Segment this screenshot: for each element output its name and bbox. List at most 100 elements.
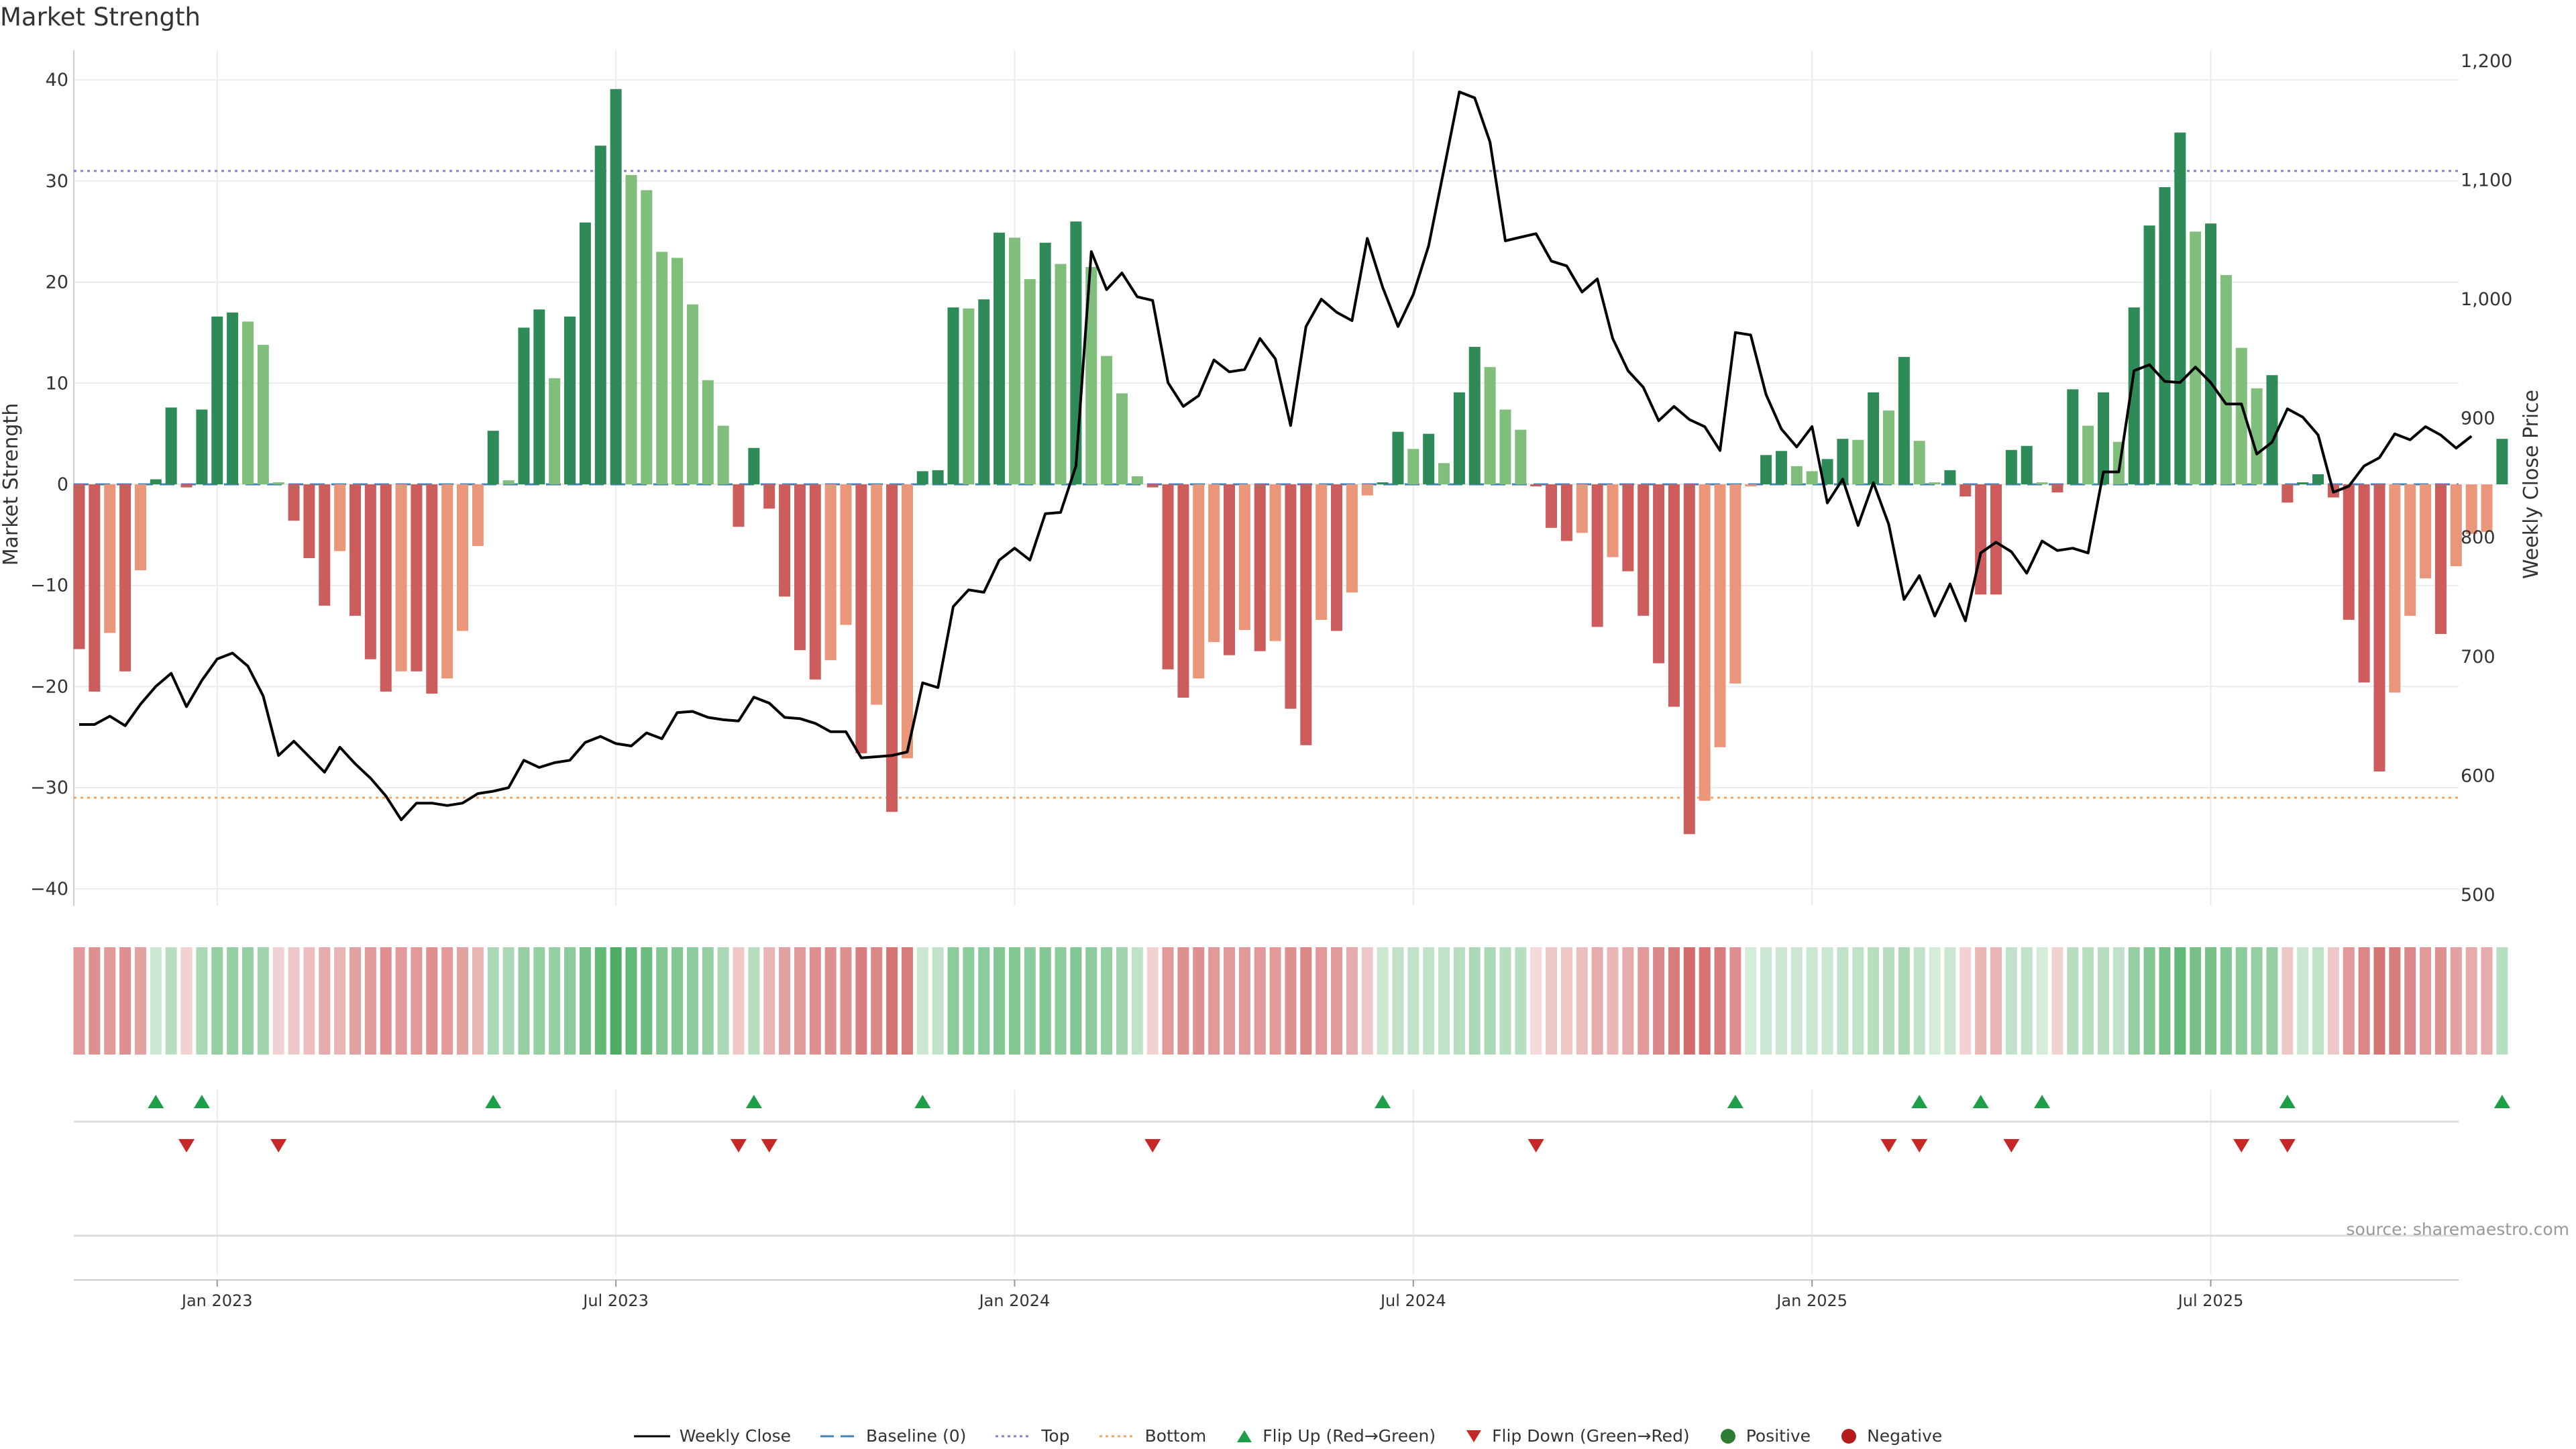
heat-cell	[2282, 947, 2294, 1055]
strength-bar	[916, 471, 928, 484]
heat-cell	[672, 947, 684, 1055]
legend-item-baseline[interactable]: Baseline (0)	[820, 1426, 966, 1446]
heat-cell	[1868, 947, 1880, 1055]
strength-bar	[1790, 466, 1803, 484]
heat-cell	[1790, 947, 1803, 1055]
strength-bar	[1775, 451, 1787, 484]
heat-cell	[963, 947, 975, 1055]
strength-bar	[1070, 221, 1082, 484]
strength-bar	[886, 484, 898, 812]
y-tick-label: 10	[46, 373, 68, 394]
legend: Weekly Close Baseline (0) Top Bottom Fli…	[0, 1426, 2576, 1446]
heat-cell	[901, 947, 913, 1055]
flip-up-marker	[2034, 1095, 2051, 1108]
strength-bar	[686, 304, 698, 484]
strength-bar	[1300, 484, 1312, 745]
legend-label: Positive	[1746, 1426, 1811, 1446]
heat-cell	[150, 947, 162, 1055]
strength-bar	[1285, 484, 1297, 709]
strength-bar	[288, 484, 300, 521]
flip-down-marker	[1880, 1139, 1897, 1152]
heat-cell	[594, 947, 606, 1055]
x-tick-label: Jul 2023	[582, 1291, 649, 1310]
heat-cell	[380, 947, 392, 1055]
y2-tick-label: 500	[2461, 885, 2496, 906]
strength-bar	[533, 309, 545, 484]
strength-bar	[211, 316, 223, 484]
strength-bar	[1868, 392, 1880, 484]
legend-item-flip-down[interactable]: Flip Down (Green→Red)	[1465, 1426, 1690, 1446]
strength-bar	[2082, 425, 2094, 484]
strength-bar	[2235, 347, 2247, 484]
heat-cell	[1745, 947, 1757, 1055]
legend-item-bottom[interactable]: Bottom	[1099, 1426, 1206, 1446]
dot-icon	[1841, 1428, 1857, 1444]
heat-cell	[1960, 947, 1972, 1055]
heat-cell	[809, 947, 821, 1055]
heat-cell	[994, 947, 1006, 1055]
heat-cell	[2143, 947, 2155, 1055]
y-tick-label: −30	[30, 777, 68, 798]
flip-up-marker	[1375, 1095, 1391, 1108]
strength-bar	[1653, 484, 1665, 663]
heat-cell	[319, 947, 331, 1055]
heat-cell	[2496, 947, 2508, 1055]
flip-down-marker	[178, 1139, 195, 1152]
heat-cell	[2112, 947, 2125, 1055]
strength-bar	[134, 484, 146, 571]
strength-bar	[395, 484, 407, 672]
weekly-close-line	[79, 91, 2473, 822]
heat-cell	[1484, 947, 1496, 1055]
strength-bar	[1085, 266, 1097, 484]
legend-item-top[interactable]: Top	[996, 1426, 1070, 1446]
flip-down-marker	[1527, 1139, 1544, 1152]
heat-cell	[2082, 947, 2094, 1055]
legend-item-negative[interactable]: Negative	[1840, 1426, 1942, 1446]
strength-bar	[1392, 431, 1404, 484]
legend-item-flip-up[interactable]: Flip Up (Red→Green)	[1236, 1426, 1436, 1446]
strength-bar	[1806, 471, 1818, 484]
heat-cell	[2434, 947, 2447, 1055]
strength-bar	[2481, 484, 2493, 532]
legend-item-weekly-close[interactable]: Weekly Close	[633, 1426, 791, 1446]
heat-cell	[2051, 947, 2063, 1055]
strength-bar	[549, 378, 561, 484]
legend-label: Negative	[1867, 1426, 1943, 1446]
heat-cell	[2450, 947, 2462, 1055]
dashed-line-icon	[820, 1435, 857, 1437]
strength-bar	[1039, 242, 1051, 484]
strength-bar	[1760, 455, 1772, 484]
strength-bar	[1438, 463, 1450, 484]
strength-bar	[2143, 225, 2155, 484]
strength-bar	[748, 447, 760, 484]
strength-bar	[1101, 356, 1113, 484]
strength-bar	[165, 407, 177, 484]
heat-cell	[625, 947, 637, 1055]
heat-cell	[196, 947, 208, 1055]
heat-cell	[2312, 947, 2324, 1055]
strength-bar	[1607, 484, 1619, 557]
heat-cell	[411, 947, 423, 1055]
heat-cell	[855, 947, 867, 1055]
heat-cell	[2343, 947, 2355, 1055]
strength-bar	[1975, 484, 1987, 595]
flip-down-marker	[2233, 1139, 2250, 1152]
legend-item-positive[interactable]: Positive	[1719, 1426, 1811, 1446]
strength-bar	[947, 307, 959, 484]
strength-bar	[1316, 484, 1328, 620]
heat-cell	[134, 947, 146, 1055]
strength-bar	[641, 190, 653, 484]
heat-cell	[303, 947, 315, 1055]
strength-bar	[2434, 484, 2447, 635]
heat-cell	[487, 947, 499, 1055]
heat-cell	[717, 947, 729, 1055]
strength-bar	[2251, 388, 2263, 484]
strength-bar	[1484, 367, 1496, 484]
axis-layer: 40 30 20 10 0 −10 −20 −30 −40 1,200 1,100 1,000 900 8…	[0, 51, 2543, 906]
strength-bar	[840, 484, 852, 625]
heat-cell	[1499, 947, 1511, 1055]
heat-cell	[1898, 947, 1910, 1055]
y2-tick-label: 900	[2461, 409, 2496, 429]
strength-bar	[2159, 186, 2171, 484]
